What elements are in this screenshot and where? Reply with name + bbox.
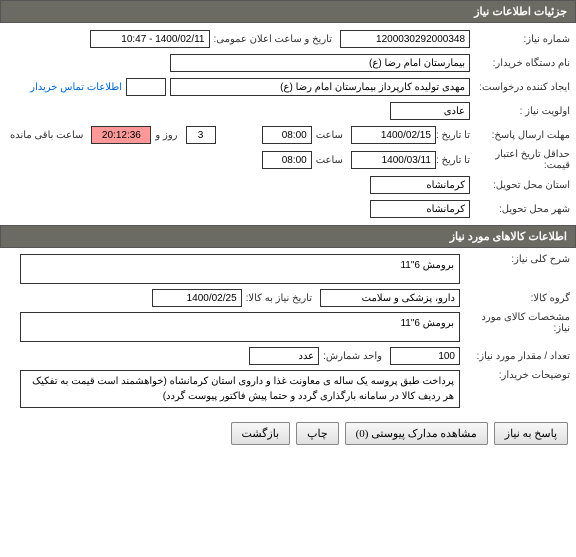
section1-header: جزئیات اطلاعات نیاز: [0, 0, 576, 23]
row-buyer-notes: توضیحات خریدار: پرداخت طبق پروسه یک ساله…: [6, 368, 570, 410]
label-deadline: مهلت ارسال پاسخ:: [470, 130, 570, 141]
label-need-date: تاریخ نیاز به کالا:: [246, 293, 312, 304]
row-priority: اولویت نیاز : عادی: [6, 99, 570, 123]
field-qty: 100: [390, 347, 460, 365]
back-button[interactable]: بازگشت: [231, 422, 291, 445]
row-buyer-device: نام دستگاه خریدار: بیمارستان امام رضا (ع…: [6, 51, 570, 75]
label-announce-time: تاریخ و ساعت اعلان عمومی:: [214, 34, 333, 45]
row-request-number: شماره نیاز: 1200030292000348 تاریخ و ساع…: [6, 27, 570, 51]
field-overall-desc: برومش 6"11: [20, 254, 460, 284]
field-deadline-date: 1400/02/15: [351, 126, 436, 144]
attachments-button[interactable]: مشاهده مدارک پیوستی (0): [345, 422, 488, 445]
row-city: شهر محل تحویل: کرمانشاه: [6, 197, 570, 221]
field-request-number: 1200030292000348: [340, 30, 470, 48]
field-request-creator: مهدی تولیده کارپرداز بیمارستان امام رضا …: [170, 78, 470, 96]
label-buyer-notes: توضیحات خریدار:: [460, 370, 570, 381]
field-buyer-device: بیمارستان امام رضا (ع): [170, 54, 470, 72]
details-panel: جزئیات اطلاعات نیاز شماره نیاز: 12000302…: [0, 0, 576, 225]
field-contact-empty: [126, 78, 166, 96]
field-city: کرمانشاه: [370, 200, 470, 218]
field-spec: برومش 6"11: [20, 312, 460, 342]
print-button[interactable]: چاپ: [296, 422, 339, 445]
field-countdown: 20:12:36: [91, 126, 151, 144]
label-to-date-2: تا تاریخ :: [436, 155, 470, 166]
button-bar: پاسخ به نیاز مشاهده مدارک پیوستی (0) چاپ…: [0, 414, 576, 453]
label-qty: تعداد / مقدار مورد نیاز:: [460, 351, 570, 362]
field-province: کرمانشاه: [370, 176, 470, 194]
label-province: استان محل تحویل:: [470, 180, 570, 191]
section1-body: شماره نیاز: 1200030292000348 تاریخ و ساع…: [0, 23, 576, 225]
label-buyer-device: نام دستگاه خریدار:: [470, 58, 570, 69]
section2-body: شرح کلی نیاز: برومش 6"11 گروه کالا: دارو…: [0, 248, 576, 414]
row-validity: حداقل تاریخ اعتبار قیمت: تا تاریخ : 1400…: [6, 147, 570, 173]
row-request-creator: ایجاد کننده درخواست: مهدی تولیده کارپردا…: [6, 75, 570, 99]
row-province: استان محل تحویل: کرمانشاه: [6, 173, 570, 197]
label-priority: اولویت نیاز :: [470, 106, 570, 117]
label-request-creator: ایجاد کننده درخواست:: [470, 82, 570, 93]
field-priority: عادی: [390, 102, 470, 120]
field-validity-date: 1400/03/11: [351, 151, 436, 169]
label-group: گروه کالا:: [460, 293, 570, 304]
respond-button[interactable]: پاسخ به نیاز: [494, 422, 568, 445]
label-days: روز و: [155, 130, 177, 141]
label-time-1: ساعت: [316, 130, 343, 141]
field-need-date: 1400/02/25: [152, 289, 242, 307]
row-spec: مشخصات کالای مورد نیاز: برومش 6"11: [6, 310, 570, 344]
field-days-remain: 3: [186, 126, 216, 144]
link-buyer-contact[interactable]: اطلاعات تماس خریدار: [30, 82, 122, 93]
field-validity-time: 08:00: [262, 151, 312, 169]
section2-header: اطلاعات کالاهای مورد نیاز: [0, 225, 576, 248]
field-buyer-notes: پرداخت طبق پروسه یک ساله ی معاونت غذا و …: [20, 370, 460, 408]
goods-panel: اطلاعات کالاهای مورد نیاز شرح کلی نیاز: …: [0, 225, 576, 414]
label-remain: ساعت باقی مانده: [10, 130, 83, 141]
label-validity: حداقل تاریخ اعتبار قیمت:: [470, 149, 570, 171]
field-announce-time: 1400/02/11 - 10:47: [90, 30, 210, 48]
row-overall-desc: شرح کلی نیاز: برومش 6"11: [6, 252, 570, 286]
row-group: گروه کالا: دارو، پزشکی و سلامت تاریخ نیا…: [6, 286, 570, 310]
label-to-date-1: تا تاریخ :: [436, 130, 470, 141]
label-time-2: ساعت: [316, 155, 343, 166]
row-deadline: مهلت ارسال پاسخ: تا تاریخ : 1400/02/15 س…: [6, 123, 570, 147]
label-city: شهر محل تحویل:: [470, 204, 570, 215]
label-overall-desc: شرح کلی نیاز:: [460, 254, 570, 265]
label-unit: واحد شمارش:: [323, 351, 382, 362]
label-spec: مشخصات کالای مورد نیاز:: [460, 312, 570, 334]
label-request-number: شماره نیاز:: [470, 34, 570, 45]
field-deadline-time: 08:00: [262, 126, 312, 144]
field-group: دارو، پزشکی و سلامت: [320, 289, 460, 307]
row-qty: تعداد / مقدار مورد نیاز: 100 واحد شمارش:…: [6, 344, 570, 368]
field-unit: عدد: [249, 347, 319, 365]
